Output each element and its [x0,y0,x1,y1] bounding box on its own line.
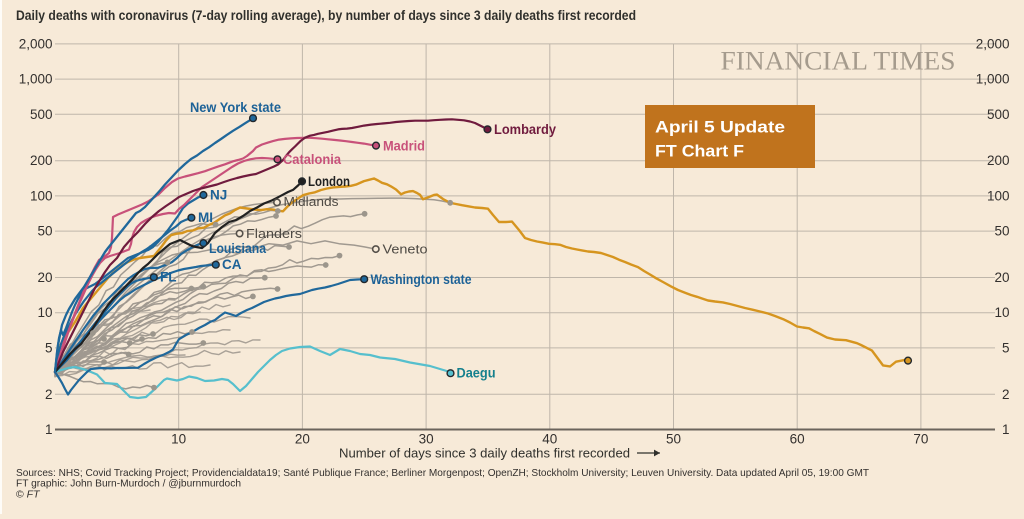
svg-text:5: 5 [45,340,53,355]
svg-text:Louisiana: Louisiana [209,241,266,256]
svg-text:CA: CA [222,257,242,272]
svg-text:April 5 Update: April 5 Update [655,118,785,137]
svg-text:200: 200 [987,153,1010,168]
svg-text:500: 500 [30,107,53,122]
svg-text:2: 2 [1002,387,1010,402]
svg-text:1: 1 [45,422,53,437]
svg-text:Number of days since 3 daily d: Number of days since 3 daily deaths firs… [339,446,630,461]
svg-text:1,000: 1,000 [19,72,53,87]
svg-text:NJ: NJ [210,188,227,203]
svg-text:100: 100 [30,188,53,203]
svg-text:50: 50 [666,432,681,447]
svg-text:London: London [308,174,350,189]
svg-text:FT graphic: John Burn-Murdoch: FT graphic: John Burn-Murdoch / @jburnmu… [16,478,241,490]
svg-text:20: 20 [994,270,1009,285]
svg-text:New York state: New York state [190,100,281,115]
svg-text:© FT: © FT [16,489,41,501]
svg-text:200: 200 [30,153,53,168]
svg-text:70: 70 [913,432,928,447]
svg-text:50: 50 [994,224,1009,239]
svg-text:Catalonia: Catalonia [283,152,341,167]
svg-text:10: 10 [37,305,52,320]
svg-text:5: 5 [1002,340,1010,355]
svg-text:100: 100 [987,188,1010,203]
svg-text:1,000: 1,000 [976,72,1010,87]
svg-text:Washington state: Washington state [371,272,472,287]
svg-text:Daily deaths with coronavirus: Daily deaths with coronavirus (7-day rol… [16,8,636,23]
svg-text:2: 2 [45,387,53,402]
svg-text:60: 60 [790,432,805,447]
svg-text:FT Chart F: FT Chart F [655,142,744,161]
svg-text:10: 10 [994,305,1009,320]
svg-text:Flanders: Flanders [246,227,302,241]
svg-text:Madrid: Madrid [383,139,425,154]
svg-text:Sources: NHS; Covid Tracking P: Sources: NHS; Covid Tracking Project; Pr… [16,467,870,479]
svg-text:1: 1 [1002,422,1010,437]
svg-text:2,000: 2,000 [19,36,53,51]
svg-text:50: 50 [37,224,52,239]
svg-text:Lombardy: Lombardy [494,122,556,137]
svg-text:30: 30 [419,432,434,447]
svg-text:Veneto: Veneto [383,243,428,257]
svg-text:Midlands: Midlands [284,195,339,209]
svg-text:20: 20 [295,432,310,447]
svg-text:40: 40 [542,432,557,447]
svg-text:FINANCIAL TIMES: FINANCIAL TIMES [721,47,956,76]
svg-text:10: 10 [171,432,186,447]
svg-text:2,000: 2,000 [976,36,1010,51]
svg-text:500: 500 [987,107,1010,122]
svg-text:20: 20 [37,270,52,285]
svg-text:Daegu: Daegu [457,366,496,381]
svg-text:FL: FL [160,270,177,285]
svg-text:MI: MI [198,210,213,225]
